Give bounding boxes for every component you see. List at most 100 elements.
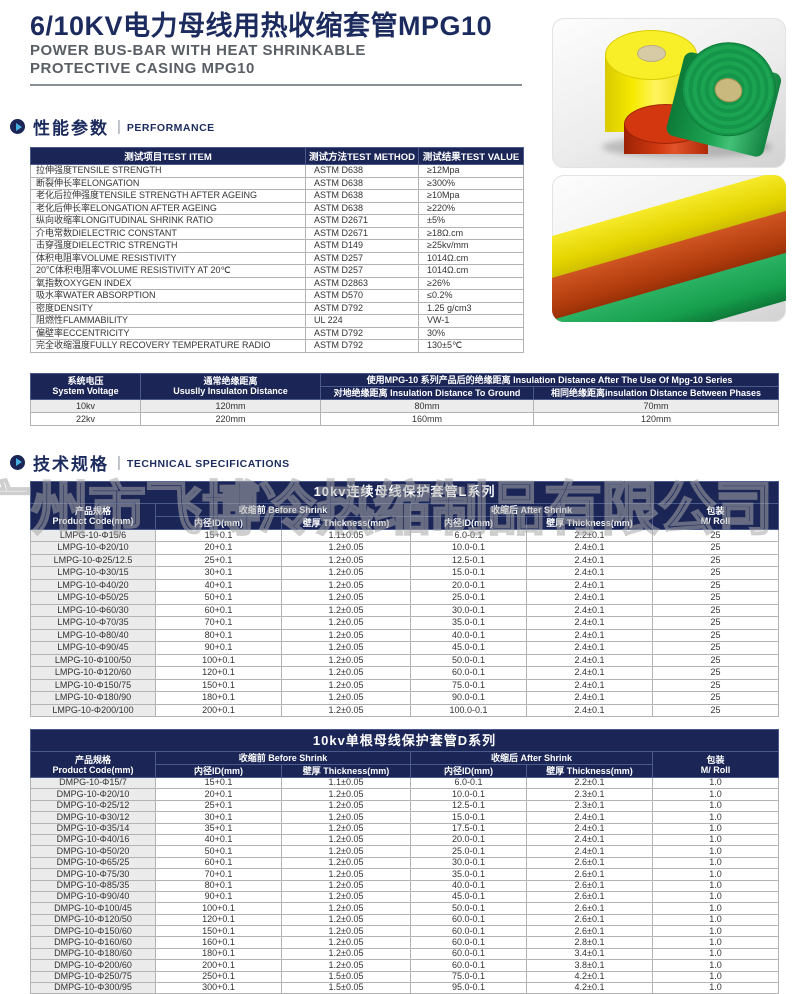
table-cell: ASTM D257 (305, 264, 419, 278)
table-cell: LMPG-10-Φ60/30 (30, 603, 156, 617)
table-cell: 1.2±0.05 (281, 845, 411, 858)
table-cell: 35+0.1 (155, 822, 282, 835)
table-cell: 1.0 (651, 902, 780, 915)
table-row: 吸水率WATER ABSORPTION ASTM D570 ≤0.2% (30, 289, 524, 303)
table-cell: 50+0.1 (155, 845, 282, 858)
table-cell: 25 (651, 553, 780, 567)
table-cell: 2.4±0.1 (526, 591, 653, 605)
table-cell: 25 (651, 603, 780, 617)
col-packing-zh: 包装 (706, 506, 725, 516)
table-cell: 2.4±0.1 (526, 822, 653, 835)
col-packing-en: M/ Roll (700, 516, 731, 526)
table-cell: DMPG-10-Φ75/30 (30, 868, 156, 881)
table-cell: DMPG-10-Φ200/60 (30, 959, 156, 972)
table-cell: ≥220% (418, 201, 524, 215)
table-cell: 180+0.1 (155, 947, 282, 961)
table-cell: 20+0.1 (155, 541, 282, 555)
performance-table: 测试项目TEST ITEM 测试方法TEST METHOD 测试结果TEST V… (30, 147, 524, 353)
table-cell: 1.2±0.05 (281, 833, 411, 847)
table-cell: 100+0.1 (155, 902, 282, 915)
table-cell: 22kv (30, 411, 141, 426)
table-row: 断裂伸长率ELONGATION ASTM D638 ≥300% (30, 176, 524, 190)
table-cell: 30.0-0.1 (410, 603, 527, 617)
table-cell: ASTM D149 (305, 239, 419, 253)
table-cell: ASTM D792 (305, 339, 419, 353)
table-cell: ASTM D638 (305, 201, 419, 215)
table-cell: 15.0-0.1 (410, 566, 527, 580)
table-cell: 1.0 (651, 913, 780, 927)
performance-section-header: 性能参数 | PERFORMANCE (10, 114, 800, 139)
table-cell: DMPG-10-Φ85/35 (30, 879, 156, 892)
table-cell: 1.2±0.05 (281, 947, 411, 961)
table-cell: 1.0 (651, 776, 780, 790)
table-cell: 6.0-0.1 (410, 776, 527, 790)
table-cell: 2.4±0.1 (526, 811, 653, 824)
table-cell: 1.2±0.05 (281, 925, 411, 938)
table-cell: 2.4±0.1 (526, 603, 653, 617)
table-cell: DMPG-10-Φ35/14 (30, 822, 156, 835)
table-cell: 250+0.1 (155, 970, 282, 984)
table-cell: 200+0.1 (155, 703, 282, 717)
table-cell: 1.2±0.05 (281, 879, 411, 892)
table-cell: 完全收缩温度FULLY RECOVERY TEMPERATURE RADIO (30, 339, 306, 353)
table-cell: 1.0 (651, 868, 780, 881)
table-row: 体积电阻率VOLUME RESISTIVITY ASTM D257 1014Ω.cm (30, 251, 524, 265)
table-cell: 1.0 (651, 890, 780, 904)
table-row: 纵向收缩率LONGITUDINAL SHRINK RATIO ASTM D2671… (30, 214, 524, 228)
table-cell: 1.2±0.05 (281, 578, 411, 592)
table-row: DMPG-10-Φ100/45 100+0.1 1.2±0.05 50.0-0.1 2.… (30, 902, 780, 915)
table-cell: 1.2±0.05 (281, 653, 411, 667)
table-cell: 25 (651, 528, 780, 542)
table-cell: 80+0.1 (155, 628, 282, 642)
table-cell: DMPG-10-Φ100/45 (30, 902, 156, 915)
table-cell: 1.2±0.05 (281, 936, 411, 949)
table-cell: 1.2±0.05 (281, 591, 411, 605)
col-system-voltage-zh: 系统电压 (67, 376, 104, 386)
col-after-id: 内径ID(mm) (410, 764, 527, 778)
page-subtitle-line1: POWER BUS-BAR WITH HEAT SHRINKABLE (30, 42, 366, 59)
table-cell: 1.2±0.05 (281, 913, 411, 927)
table-cell: LMPG-10-Φ200/100 (30, 703, 156, 717)
table-row: DMPG-10-Φ85/35 80+0.1 1.2±0.05 40.0-0.1 2.6±… (30, 879, 780, 892)
specs-section-header: 技术规格 | TECHNICAL SPECIFICATIONS (10, 450, 800, 475)
table-cell: 2.4±0.1 (526, 616, 653, 630)
table-cell: 吸水率WATER ABSORPTION (30, 289, 306, 303)
table-cell: 35.0-0.1 (410, 616, 527, 630)
table-cell: 2.6±0.1 (526, 856, 653, 870)
table-cell: ≥26% (418, 276, 524, 290)
table-title-row: 10kv单根母线保护套管D系列 (29, 729, 780, 752)
table-cell: 2.4±0.1 (526, 553, 653, 567)
table-cell: 120mm (532, 411, 780, 426)
table-cell: DMPG-10-Φ40/16 (30, 833, 156, 847)
table-cell: 120mm (140, 398, 321, 413)
table-cell: ≥12Mpa (418, 164, 524, 178)
table-cell: 2.6±0.1 (526, 925, 653, 938)
table-header-row: 测试项目TEST ITEM 测试方法TEST METHOD 测试结果TEST V… (30, 147, 524, 165)
table-cell: 1.0 (651, 947, 780, 961)
table-row: 20℃体积电阻率VOLUME RESISTIVITY AT 20℃ ASTM D2… (30, 264, 524, 278)
table-cell: 60.0-0.1 (410, 925, 527, 938)
table-cell: 25 (651, 691, 780, 705)
table-cell: 3.8±0.1 (526, 959, 653, 972)
col-group-after-use: 使用MPG-10 系列产品后的绝缘距离 Insulation Distance … (319, 372, 780, 387)
product-photo-tubes (552, 175, 786, 322)
table-cell: 2.4±0.1 (526, 566, 653, 580)
table-cell: 1.2±0.05 (281, 902, 411, 915)
table-row: LMPG-10-Φ15/6 15+0.1 1.1±0.05 6.0-0.1 2.2±0.… (30, 528, 780, 542)
table-cell: 20℃体积电阻率VOLUME RESISTIVITY AT 20℃ (30, 264, 306, 278)
table-cell: ASTM D570 (305, 289, 419, 303)
table-cell: 4.2±0.1 (526, 982, 653, 994)
table-row: 介电常数DIELECTRIC CONSTANT ASTM D2671 ≥18Ω.cm (30, 226, 524, 240)
table-cell: DMPG-10-Φ30/12 (30, 811, 156, 824)
table-cell: 15+0.1 (155, 528, 282, 542)
table-cell: 1.2±0.05 (281, 959, 411, 972)
table-cell: 10.0-0.1 (410, 788, 527, 801)
table-cell: 25 (651, 591, 780, 605)
table-cell: 25 (651, 641, 780, 655)
table-row: 22kv 220mm 160mm 120mm (30, 411, 780, 426)
table-cell: LMPG-10-Φ80/40 (30, 628, 156, 642)
table-cell: 1.0 (651, 788, 780, 801)
table-row: LMPG-10-Φ25/12.5 25+0.1 1.2±0.05 12.5-0.1 2.… (30, 553, 780, 567)
col-product-code-en: Product Code(mm) (52, 764, 134, 775)
table-row: DMPG-10-Φ75/30 70+0.1 1.2±0.05 35.0-0.1 2.6±… (30, 868, 780, 881)
